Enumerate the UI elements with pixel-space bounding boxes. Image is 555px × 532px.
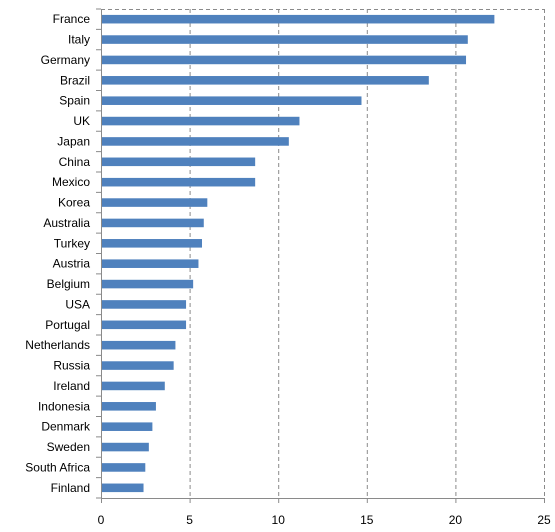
- bar-indonesia: [102, 402, 156, 411]
- bar-korea: [102, 198, 208, 207]
- bar-turkey: [102, 239, 203, 248]
- category-label-china: China: [59, 155, 91, 169]
- bar-uk: [102, 116, 300, 126]
- bar-denmark: [102, 422, 153, 431]
- x-tick-label-20: 20: [449, 513, 463, 527]
- x-tick-labels: 0 5 10 15 20 25: [98, 513, 551, 527]
- bar-italy: [102, 35, 468, 44]
- category-label-russia: Russia: [53, 359, 90, 373]
- bar-china: [102, 157, 256, 167]
- x-tick-label-5: 5: [186, 513, 193, 527]
- category-labels: France Italy Germany Brazil Spain UK Japan Chin…: [25, 12, 91, 495]
- bar-ireland: [102, 381, 165, 391]
- bar-spain: [102, 96, 362, 105]
- category-label-indonesia: Indonesia: [38, 399, 90, 413]
- bar-finland: [102, 483, 144, 493]
- bar-austria: [102, 259, 199, 268]
- bar-brazil: [102, 76, 429, 85]
- category-label-ireland: Ireland: [53, 379, 90, 393]
- category-label-brazil: Brazil: [60, 73, 90, 87]
- bar-russia: [102, 361, 174, 370]
- category-label-denmark: Denmark: [41, 420, 91, 434]
- category-label-spain: Spain: [59, 94, 90, 108]
- bar-south-africa: [102, 463, 146, 472]
- bar-sweden: [102, 442, 149, 452]
- category-label-turkey: Turkey: [54, 236, 90, 250]
- category-label-sweden: Sweden: [47, 440, 90, 454]
- bar-usa: [102, 300, 187, 309]
- bar-mexico: [102, 177, 256, 187]
- x-tick-label-0: 0: [98, 513, 105, 527]
- category-label-australia: Australia: [43, 216, 90, 230]
- bars: [102, 14, 495, 493]
- bar-germany: [102, 55, 467, 65]
- bar-portugal: [102, 320, 187, 330]
- category-label-japan: Japan: [57, 134, 90, 148]
- gridlines: [96, 8, 545, 503]
- bar-france: [102, 14, 495, 24]
- bar-japan: [102, 137, 289, 146]
- x-tick-label-25: 25: [537, 513, 551, 527]
- category-label-italy: Italy: [68, 33, 90, 47]
- x-tick-label-15: 15: [360, 513, 374, 527]
- category-label-south-africa: South Africa: [25, 460, 90, 474]
- category-label-finland: Finland: [51, 481, 90, 495]
- category-label-korea: Korea: [58, 196, 90, 210]
- category-label-uk: UK: [73, 114, 90, 128]
- x-tick-label-10: 10: [272, 513, 286, 527]
- bar-australia: [102, 218, 204, 228]
- category-label-germany: Germany: [41, 53, 90, 67]
- category-label-france: France: [53, 12, 91, 26]
- category-label-belgium: Belgium: [47, 277, 90, 291]
- bar-belgium: [102, 279, 194, 289]
- category-label-austria: Austria: [53, 257, 91, 271]
- category-label-usa: USA: [65, 297, 90, 311]
- category-label-portugal: Portugal: [45, 318, 90, 332]
- category-label-netherlands: Netherlands: [25, 338, 90, 352]
- bar-netherlands: [102, 340, 176, 350]
- category-label-mexico: Mexico: [52, 175, 90, 189]
